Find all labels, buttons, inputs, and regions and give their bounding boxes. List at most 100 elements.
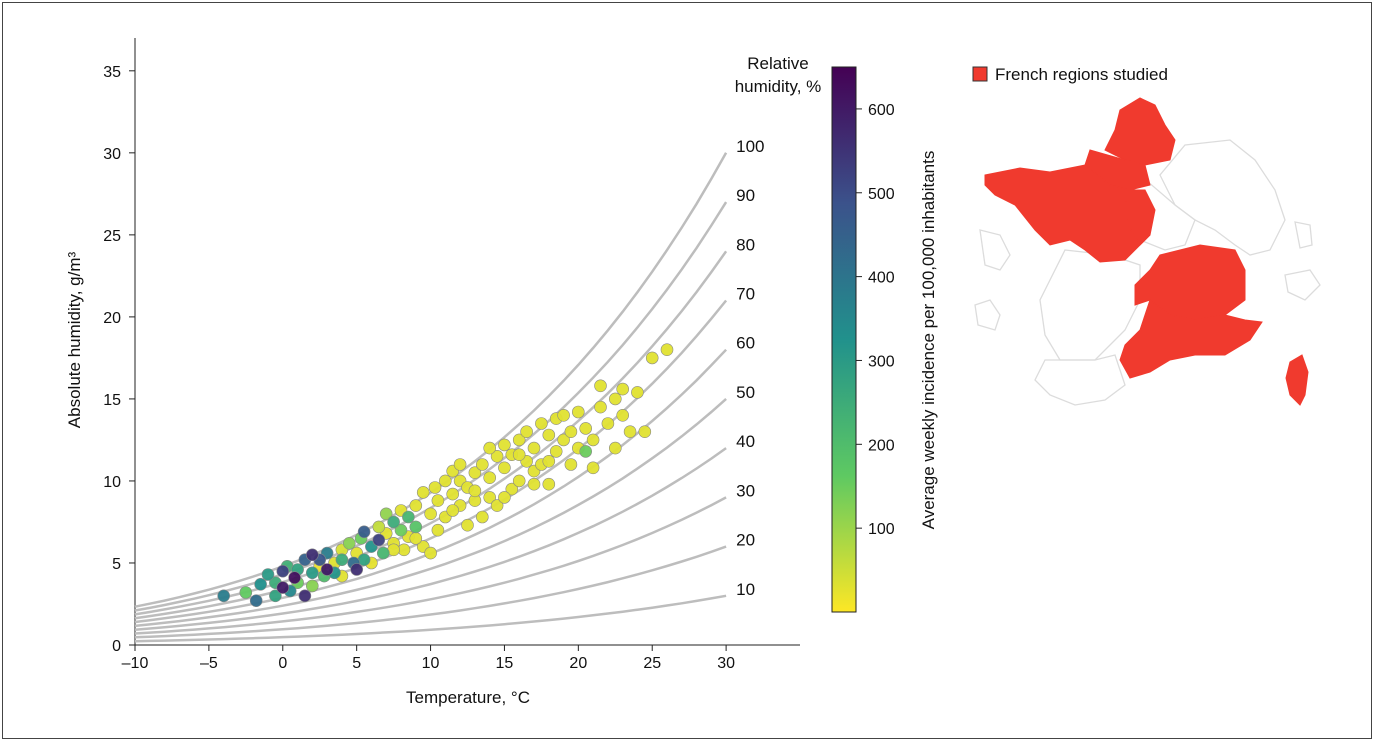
x-tick-label: 15 (496, 655, 514, 672)
scatter-point (527, 441, 541, 455)
scatter-point (608, 392, 622, 406)
scatter-point (468, 484, 482, 498)
scatter-point (438, 474, 452, 488)
x-tick-label: –5 (200, 655, 218, 672)
scatter-point (660, 343, 674, 357)
rh-curve-label: 60 (736, 334, 755, 353)
scatter-point (320, 563, 334, 576)
scatter-point (446, 504, 460, 517)
scatter-point (261, 568, 275, 581)
y-tick-label: 5 (112, 556, 121, 573)
scatter-point (431, 494, 445, 507)
scatter-point (557, 408, 570, 422)
rh-curve-label: 70 (736, 284, 755, 303)
scatter-point (512, 448, 526, 462)
region-provence-occitanie (1119, 299, 1263, 379)
rh-curve (134, 250, 728, 616)
colorbar-title: Average weekly incidence per 100,000 inh… (919, 151, 938, 530)
y-axis-title: Absolute humidity, g/m³ (65, 251, 84, 428)
scatter-point (428, 481, 442, 494)
colorbar-tick-label: 100 (868, 521, 895, 538)
y-tick-label: 35 (103, 64, 121, 81)
scatter-point (535, 417, 548, 430)
rh-curve (134, 299, 728, 620)
region-outline-center-west (1039, 249, 1141, 361)
y-tick-label: 30 (103, 146, 121, 163)
scatter-point (379, 507, 393, 521)
map-highlighted-regions (984, 97, 1309, 406)
scatter-points (217, 343, 674, 608)
scatter-point (483, 491, 497, 504)
scatter-point (424, 546, 437, 560)
map-legend-swatch (972, 66, 988, 82)
rh-curve-label: 80 (736, 235, 755, 254)
scatter-point (424, 507, 437, 521)
scatter-point (376, 546, 390, 560)
scatter-point (335, 553, 349, 567)
y-tick-label: 15 (103, 392, 121, 409)
scatter-point (512, 433, 526, 447)
x-tick-label: 20 (569, 655, 587, 672)
scatter-point (372, 533, 386, 547)
scatter-point (431, 523, 445, 537)
y-axis-ticks: 0 5 10 15 20 25 30 35 (103, 64, 135, 655)
scatter-point (579, 445, 593, 458)
plot-axes (134, 38, 800, 646)
scatter-point (276, 564, 290, 578)
scatter-point (549, 445, 563, 458)
rh-curve (134, 397, 727, 628)
scatter-point (305, 566, 319, 580)
scatter-point (557, 433, 570, 447)
scatter-point (608, 441, 622, 455)
scatter-point (387, 515, 400, 529)
scatter-point (453, 458, 467, 471)
overseas-outline-3 (1294, 221, 1313, 249)
scatter-point (416, 486, 430, 499)
region-hauts-de-france (1104, 97, 1176, 166)
rh-curve-label: 10 (736, 580, 755, 599)
colorbar-tick-label: 200 (868, 437, 895, 454)
scatter-point (616, 382, 630, 396)
colorbar-tick-label: 500 (868, 186, 895, 203)
rh-title-line2: humidity, % (735, 77, 822, 96)
scatter-point (305, 579, 319, 593)
x-tick-label: 0 (278, 655, 287, 672)
scatter-point (542, 428, 556, 442)
colorbar-tick-label: 300 (868, 353, 895, 370)
scatter-point (288, 571, 301, 585)
scatter-point (409, 520, 423, 534)
rh-title-line1: Relative (747, 54, 808, 73)
scatter-point (564, 425, 578, 439)
scatter-point (350, 563, 364, 576)
scatter-point (498, 438, 511, 452)
scatter-point (512, 474, 526, 488)
scatter-point (616, 408, 630, 422)
x-axis-ticks: –10 –5 0 5 10 15 20 25 30 (122, 645, 735, 672)
scatter-point (564, 458, 578, 471)
rh-curve-label: 90 (736, 186, 755, 205)
scatter-point (305, 548, 319, 562)
rh-curve (134, 594, 727, 643)
scatter-point (483, 441, 497, 455)
scatter-point (394, 523, 408, 537)
scatter-point (586, 461, 600, 475)
scatter-point (461, 518, 474, 532)
region-centre (1124, 189, 1156, 246)
rh-curve-label: 40 (736, 432, 755, 451)
x-tick-label: 25 (643, 655, 661, 672)
rh-curve-label: 100 (736, 137, 764, 156)
overseas-outline-1 (979, 229, 1011, 271)
scatter-point (402, 510, 415, 524)
scatter-point (571, 405, 585, 419)
y-tick-label: 0 (112, 638, 121, 655)
scatter-point (601, 417, 615, 430)
rh-curve-label: 30 (736, 481, 755, 500)
x-tick-label: 10 (422, 655, 440, 672)
scatter-point (490, 499, 504, 512)
y-tick-label: 20 (103, 310, 121, 327)
scatter-point (276, 581, 290, 594)
colorbar (831, 66, 857, 613)
scatter-point (446, 487, 460, 501)
scatter-point (623, 425, 637, 439)
scatter-point (342, 536, 356, 550)
